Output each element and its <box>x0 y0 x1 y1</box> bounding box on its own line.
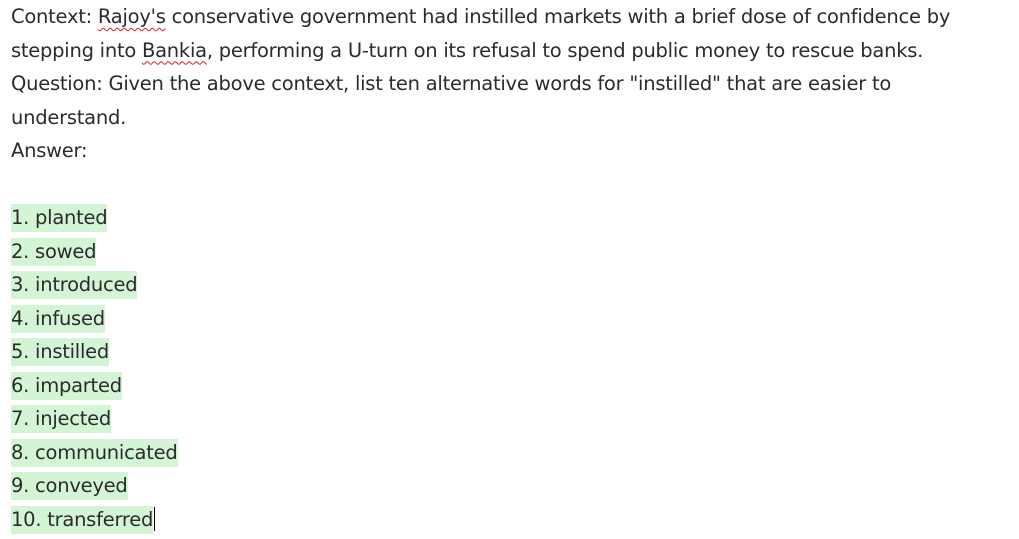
highlighted-text: 7. injected <box>11 405 111 433</box>
answer-item-1: 1. planted <box>11 201 1017 235</box>
highlighted-text: 2. sowed <box>11 237 96 266</box>
answer-item-7: 7. injected <box>11 402 1017 436</box>
answer-item-6: 6. imparted <box>11 369 1017 403</box>
answer-item-9: 9. conveyed <box>11 469 1017 503</box>
answer-item-5: 5. instilled <box>11 335 1017 369</box>
answer-item-8: 8. communicated <box>11 436 1017 470</box>
context-label: Context: <box>11 5 92 28</box>
answer-item-2: 2. sowed <box>11 235 1017 269</box>
highlighted-text: 9. conveyed <box>11 472 128 500</box>
question-line-1: Question: Given the above context, list … <box>11 72 892 95</box>
highlighted-text: 5. instilled <box>11 338 109 366</box>
text-cursor <box>154 506 156 531</box>
context-text-1: conservative government had instilled ma… <box>171 5 951 28</box>
highlighted-text: 6. imparted <box>11 371 122 400</box>
highlighted-text: 3. introduced <box>11 271 138 299</box>
spellcheck-word-bankia[interactable]: Bankia <box>141 38 207 62</box>
blank-line <box>11 168 1017 202</box>
text-editor[interactable]: Context: Rajoy's conservative government… <box>11 0 1017 536</box>
context-line-1: Context: Rajoy's conservative government… <box>11 0 1017 34</box>
spellcheck-word-rajoy[interactable]: Rajoy's <box>97 5 166 28</box>
context-text-2-end: , performing a U-turn on its refusal to … <box>206 38 924 62</box>
highlighted-text: 10. transferred <box>11 505 153 534</box>
answer-label: Answer: <box>11 139 88 162</box>
question-line-2: understand. <box>11 105 127 129</box>
answer-item-4: 4. infused <box>11 302 1017 336</box>
highlighted-text: 1. planted <box>11 204 108 232</box>
answer-item-10: 10. transferred <box>11 503 1017 537</box>
highlighted-text: 4. infused <box>11 304 105 333</box>
context-text-2-start: stepping into <box>11 38 137 62</box>
answer-item-3: 3. introduced <box>11 268 1017 302</box>
highlighted-text: 8. communicated <box>11 438 178 467</box>
context-line-2: stepping into Bankia, performing a U-tur… <box>11 34 1017 68</box>
